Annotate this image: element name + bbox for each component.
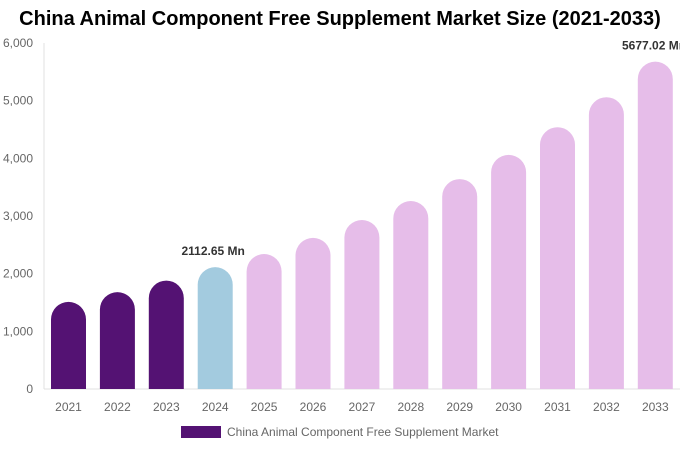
bar-2029	[442, 179, 478, 389]
x-tick-label: 2028	[397, 400, 424, 414]
x-tick-label: 2025	[251, 400, 278, 414]
x-tick-label: 2027	[349, 400, 376, 414]
x-tick-label: 2029	[446, 400, 473, 414]
data-label: 5677.02 Mn	[622, 39, 680, 53]
y-tick-label: 4,000	[3, 151, 33, 165]
bar-2024	[197, 267, 233, 389]
bar-2033	[637, 61, 673, 389]
x-tick-label: 2023	[153, 400, 180, 414]
bar-2028	[393, 201, 429, 389]
y-tick-label: 3,000	[3, 209, 33, 223]
bar-2023	[148, 280, 184, 389]
x-tick-label: 2033	[642, 400, 669, 414]
y-tick-label: 2,000	[3, 267, 33, 281]
bar-2025	[246, 254, 282, 389]
bar-2027	[344, 220, 380, 389]
bar-2031	[540, 127, 575, 389]
legend-swatch	[181, 426, 221, 438]
legend: China Animal Component Free Supplement M…	[181, 425, 498, 439]
y-tick-label: 6,000	[3, 36, 33, 50]
legend-label: China Animal Component Free Supplement M…	[227, 425, 499, 439]
bar-2021	[51, 301, 86, 389]
bar-2032	[588, 97, 624, 389]
x-tick-label: 2022	[104, 400, 131, 414]
bar-2030	[491, 154, 527, 389]
bar-2026	[295, 237, 331, 389]
chart-title: China Animal Component Free Supplement M…	[19, 8, 661, 30]
bar-2022	[99, 292, 135, 389]
y-tick-label: 5,000	[3, 94, 33, 108]
x-tick-label: 2021	[55, 400, 82, 414]
x-tick-label: 2030	[495, 400, 522, 414]
x-tick-label: 2031	[544, 400, 571, 414]
x-tick-label: 2024	[202, 400, 229, 414]
x-tick-label: 2032	[593, 400, 620, 414]
y-tick-label: 1,000	[3, 324, 33, 338]
y-tick-label: 0	[26, 382, 33, 396]
x-tick-label: 2026	[300, 400, 327, 414]
data-label: 2112.65 Mn	[182, 244, 245, 258]
